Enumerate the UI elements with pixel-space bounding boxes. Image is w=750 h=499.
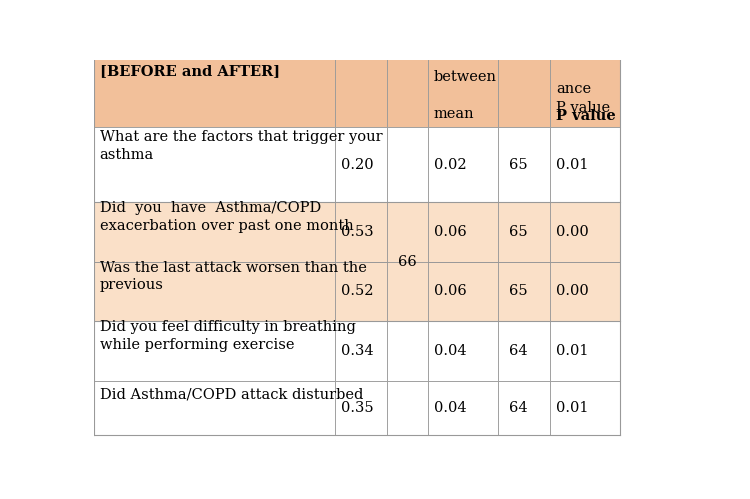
Bar bbox=[550, 202, 620, 261]
Bar bbox=[428, 381, 498, 435]
Bar bbox=[387, 202, 428, 261]
Bar bbox=[335, 321, 387, 381]
Bar bbox=[498, 202, 550, 261]
Text: 64: 64 bbox=[509, 344, 528, 358]
Text: 0.53: 0.53 bbox=[340, 225, 374, 239]
Text: 0.00: 0.00 bbox=[556, 225, 589, 239]
Bar bbox=[94, 202, 335, 261]
Bar bbox=[428, 52, 498, 127]
Bar bbox=[335, 202, 387, 261]
Bar bbox=[428, 261, 498, 321]
Text: 0.52: 0.52 bbox=[340, 284, 374, 298]
Bar bbox=[550, 381, 620, 435]
Bar bbox=[498, 381, 550, 435]
Bar bbox=[94, 261, 335, 321]
Text: 0.04: 0.04 bbox=[433, 401, 466, 415]
Text: Did  you  have  Asthma/COPD
exacerbation over past one month: Did you have Asthma/COPD exacerbation ov… bbox=[100, 201, 353, 233]
Text: between

mean: between mean bbox=[433, 70, 496, 121]
Bar bbox=[335, 381, 387, 435]
Text: 66: 66 bbox=[398, 254, 417, 268]
Bar bbox=[550, 261, 620, 321]
Bar bbox=[550, 127, 620, 202]
Text: 0.34: 0.34 bbox=[340, 344, 374, 358]
Bar bbox=[428, 127, 498, 202]
Bar bbox=[94, 52, 335, 127]
Text: Did you feel difficulty in breathing
while performing exercise: Did you feel difficulty in breathing whi… bbox=[100, 320, 356, 352]
Bar bbox=[335, 127, 387, 202]
Text: 65: 65 bbox=[509, 225, 528, 239]
Text: 0.06: 0.06 bbox=[433, 225, 466, 239]
Bar bbox=[498, 261, 550, 321]
Bar bbox=[94, 381, 335, 435]
Text: 64: 64 bbox=[509, 401, 528, 415]
Text: 0.01: 0.01 bbox=[556, 401, 588, 415]
Bar bbox=[498, 321, 550, 381]
Text: 0.01: 0.01 bbox=[556, 344, 588, 358]
Text: 65: 65 bbox=[509, 158, 528, 172]
Text: 0.04: 0.04 bbox=[433, 344, 466, 358]
Text: 0.35: 0.35 bbox=[340, 401, 374, 415]
Bar bbox=[387, 127, 428, 202]
Bar bbox=[335, 261, 387, 321]
Text: 65: 65 bbox=[509, 284, 528, 298]
Text: 0.02: 0.02 bbox=[433, 158, 466, 172]
Text: 0.00: 0.00 bbox=[556, 284, 589, 298]
Bar bbox=[428, 321, 498, 381]
Text: Did Asthma/COPD attack disturbed: Did Asthma/COPD attack disturbed bbox=[100, 387, 363, 401]
Text: What are the factors that trigger your
asthma: What are the factors that trigger your a… bbox=[100, 130, 382, 162]
Text: 0.01: 0.01 bbox=[556, 158, 588, 172]
Text: Was the last attack worsen than the
previous: Was the last attack worsen than the prev… bbox=[100, 261, 367, 292]
Text: 0.20: 0.20 bbox=[340, 158, 374, 172]
Bar bbox=[387, 52, 428, 127]
Text: P value: P value bbox=[556, 109, 616, 123]
Bar bbox=[387, 321, 428, 381]
Bar bbox=[94, 127, 335, 202]
Bar bbox=[94, 321, 335, 381]
Bar bbox=[335, 52, 387, 127]
Bar bbox=[387, 261, 428, 321]
Bar bbox=[498, 127, 550, 202]
Bar bbox=[550, 321, 620, 381]
Text: 0.06: 0.06 bbox=[433, 284, 466, 298]
Text: [BEFORE and AFTER]: [BEFORE and AFTER] bbox=[100, 64, 280, 78]
Bar bbox=[387, 381, 428, 435]
Bar bbox=[550, 52, 620, 127]
Bar bbox=[428, 202, 498, 261]
Bar bbox=[498, 52, 550, 127]
Text: ance
P value: ance P value bbox=[556, 82, 610, 115]
